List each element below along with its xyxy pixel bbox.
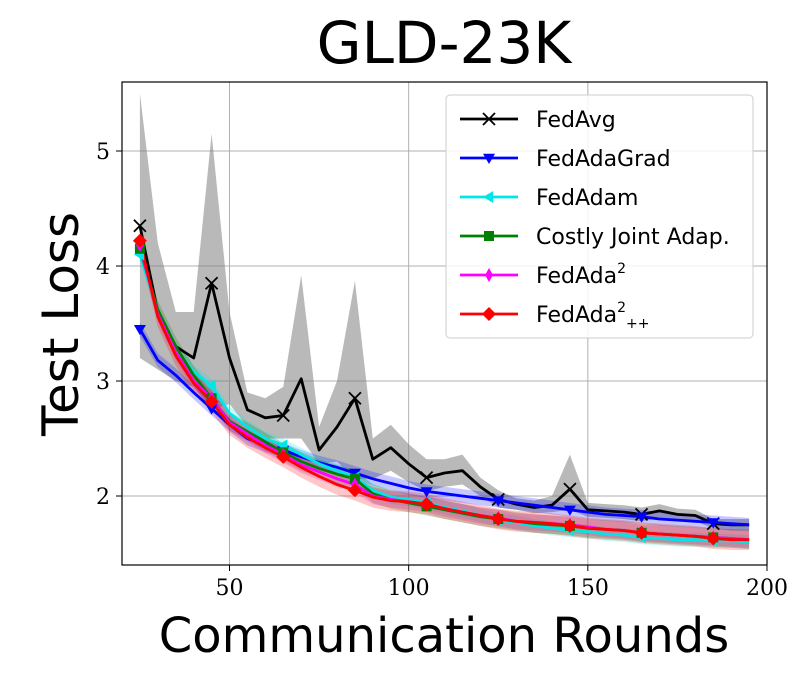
legend-sup: 2 — [617, 261, 626, 277]
chart-title: GLD-23K — [317, 9, 574, 77]
y-axis-label: Test Loss — [32, 212, 90, 437]
legend: FedAvg FedAdaGrad FedAdam Costly Joint Adap… — [445, 94, 754, 339]
band-fedavg — [139, 93, 750, 531]
point-fedada — [132, 233, 147, 248]
band-fedada — [139, 230, 750, 551]
axis-ticks: 50 100 150 200 2 3 4 5 — [96, 140, 788, 601]
point-fedada — [706, 531, 721, 546]
point-fedavg — [348, 391, 362, 405]
point-fedada — [634, 525, 649, 540]
y-tick-label: 4 — [96, 255, 110, 280]
legend-label: FedAdaGrad — [536, 147, 671, 172]
legend-marker — [484, 231, 494, 241]
series-markers — [132, 219, 721, 547]
y-tick-label: 3 — [96, 370, 110, 395]
point-fedavg — [563, 482, 577, 496]
confidence-bands — [139, 93, 750, 551]
band-fedadagrad — [139, 322, 750, 532]
legend-marker — [482, 112, 496, 126]
x-axis-label: Communication Rounds — [159, 608, 729, 664]
point-fedadagrad — [492, 496, 505, 507]
plot-frame — [121, 81, 768, 566]
point-fedadagrad — [205, 404, 218, 415]
point-fedada — [419, 497, 434, 512]
legend-label: Costly Joint Adap. — [536, 225, 730, 250]
legend-label: FedAda2 — [536, 261, 626, 289]
legend-box — [445, 94, 754, 339]
legend-sup: 2 — [617, 300, 626, 316]
point-fedavg — [204, 276, 219, 290]
y-tick-label: 5 — [96, 140, 110, 165]
point-fedavg — [133, 219, 147, 233]
x-tick-label: 150 — [567, 576, 609, 601]
point-fedada — [347, 483, 362, 498]
point-fedada — [204, 394, 219, 409]
point-fedadagrad — [133, 325, 146, 336]
x-tick-label: 100 — [388, 576, 430, 601]
point-fedadagrad — [635, 512, 648, 523]
x-tick-label: 200 — [746, 576, 788, 601]
legend-marker — [483, 153, 495, 164]
point-fedadagrad — [420, 487, 433, 498]
legend-label: FedAdam — [536, 186, 639, 211]
line-fedavg — [138, 225, 750, 527]
legend-marker — [483, 191, 494, 203]
point-fedada — [276, 449, 291, 464]
legend-marker — [485, 268, 493, 282]
y-tick-label: 2 — [96, 485, 110, 510]
point-fedada — [491, 512, 506, 526]
point-fedadagrad — [563, 505, 576, 516]
point-fedadam — [205, 379, 216, 392]
point-fedada — [562, 518, 577, 533]
legend-marker — [482, 307, 496, 321]
legend-label: FedAvg — [536, 108, 616, 133]
legend-label: FedAda2++ — [536, 300, 649, 332]
point-fedavg — [276, 408, 290, 423]
point-fedavg — [419, 470, 434, 485]
x-tick-label: 50 — [216, 576, 244, 601]
legend-sub: ++ — [626, 316, 649, 332]
point-fedadagrad — [707, 518, 720, 529]
